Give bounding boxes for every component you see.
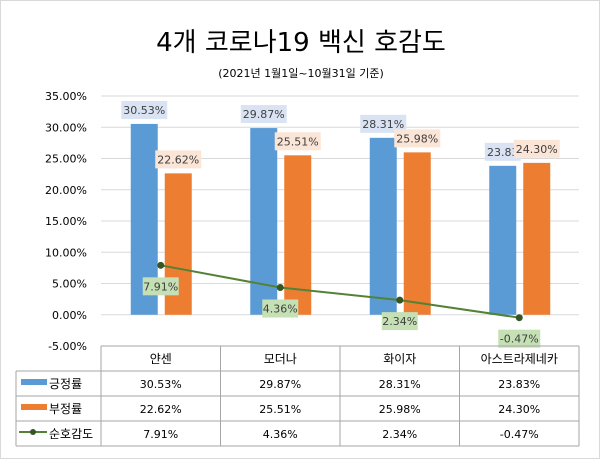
table-cell: 25.51%	[259, 403, 301, 416]
table-cell: 24.30%	[498, 403, 540, 416]
line-marker	[396, 296, 404, 304]
data-label: -0.47%	[500, 333, 539, 346]
y-tick-label: 30.00%	[45, 121, 87, 134]
line-marker	[515, 314, 523, 322]
category-label: 모더나	[264, 352, 297, 366]
category-label: 얀센	[150, 352, 172, 366]
data-label-bg	[155, 150, 202, 169]
bar-부정률	[403, 152, 431, 315]
y-tick-label: 35.00%	[45, 90, 87, 103]
legend-label: 부정률	[49, 402, 82, 416]
legend-label: 순호감도	[49, 427, 93, 441]
table-cell: 30.53%	[140, 378, 182, 391]
y-tick-label: 0.00%	[52, 309, 87, 322]
y-tick-label: 15.00%	[45, 215, 87, 228]
y-tick-label: 10.00%	[45, 246, 87, 259]
data-label-bg	[360, 114, 407, 133]
y-tick-label: 25.00%	[45, 153, 87, 166]
data-label: 2.34%	[382, 315, 417, 328]
table-cell: 4.36%	[263, 428, 298, 441]
data-label: 25.98%	[396, 132, 438, 145]
data-label-bg	[240, 105, 287, 124]
bar-긍정률	[369, 137, 397, 315]
table-cell: 25.98%	[379, 403, 421, 416]
y-tick-label: 5.00%	[52, 278, 87, 291]
data-label-bg	[142, 277, 179, 296]
data-label-bg	[484, 142, 521, 161]
table-cell: 7.91%	[143, 428, 178, 441]
legend-key-부정률	[21, 404, 47, 410]
data-label-bg	[121, 100, 168, 119]
line-순호감도	[160, 264, 520, 319]
category-label: 화이자	[383, 352, 416, 366]
chart-title: 4개 코로나19 백신 호감도	[156, 28, 446, 58]
line-marker	[157, 261, 165, 269]
table-cell: 2.34%	[382, 428, 417, 441]
line-marker	[276, 284, 284, 291]
data-label-bg	[262, 299, 299, 318]
table-cell: 23.83%	[498, 378, 540, 391]
bar-부정률	[523, 162, 551, 315]
y-tick-label: -5.00%	[48, 340, 87, 353]
data-label: 24.30%	[516, 143, 558, 156]
data-label-bg	[381, 312, 418, 331]
data-label: 23.83	[487, 146, 519, 159]
table-cell: 29.87%	[259, 378, 301, 391]
bar-긍정률	[489, 165, 517, 315]
data-label-bg	[274, 132, 321, 151]
data-label: 29.87%	[243, 108, 285, 121]
data-label: 25.51%	[277, 135, 319, 148]
data-label-bg	[498, 329, 541, 348]
data-label: 30.53%	[123, 104, 165, 117]
data-label: 22.62%	[157, 153, 199, 166]
y-tick-label: 20.00%	[45, 184, 87, 197]
legend-label: 긍정률	[49, 377, 82, 391]
data-label: 7.91%	[143, 280, 178, 293]
data-label: 28.31%	[362, 118, 404, 131]
legend-key-긍정률	[21, 379, 47, 385]
data-label-bg	[513, 139, 560, 158]
table-cell: -0.47%	[500, 428, 539, 441]
table-cell: 28.31%	[379, 378, 421, 391]
chart-subtitle: (2021년 1월1일~10월31일 기준)	[218, 66, 384, 80]
legend-key-marker	[30, 429, 36, 435]
category-label: 아스트라제네카	[481, 352, 558, 366]
table-cell: 22.62%	[140, 403, 182, 416]
data-label-bg	[394, 129, 441, 148]
data-label: 4.36%	[263, 303, 298, 316]
